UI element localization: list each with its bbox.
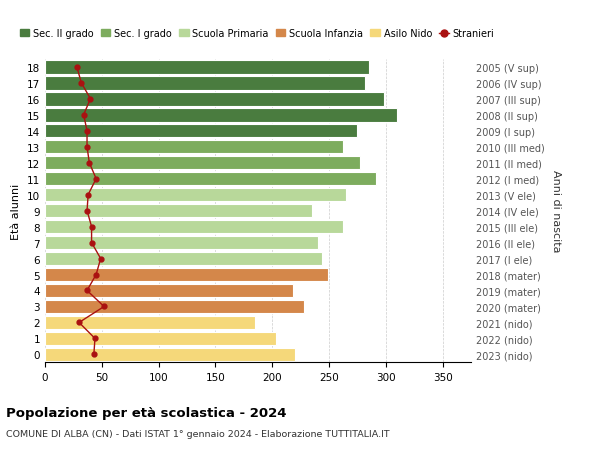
- Y-axis label: Anni di nascita: Anni di nascita: [551, 170, 561, 252]
- Bar: [45, 204, 312, 218]
- Bar: [45, 268, 328, 282]
- Bar: [45, 61, 369, 74]
- Bar: [45, 300, 304, 313]
- Bar: [45, 252, 322, 266]
- Bar: [45, 157, 359, 170]
- Bar: [45, 188, 346, 202]
- Bar: [45, 284, 293, 297]
- Bar: [45, 125, 358, 138]
- Bar: [45, 140, 343, 154]
- Y-axis label: Età alunni: Età alunni: [11, 183, 22, 239]
- Bar: [45, 348, 295, 361]
- Bar: [45, 236, 317, 250]
- Bar: [45, 220, 343, 234]
- Bar: [45, 93, 383, 106]
- Text: COMUNE DI ALBA (CN) - Dati ISTAT 1° gennaio 2024 - Elaborazione TUTTITALIA.IT: COMUNE DI ALBA (CN) - Dati ISTAT 1° genn…: [6, 429, 389, 438]
- Text: Popolazione per età scolastica - 2024: Popolazione per età scolastica - 2024: [6, 406, 287, 419]
- Bar: [45, 332, 275, 346]
- Bar: [45, 77, 365, 90]
- Bar: [45, 109, 397, 122]
- Legend: Sec. II grado, Sec. I grado, Scuola Primaria, Scuola Infanzia, Asilo Nido, Stran: Sec. II grado, Sec. I grado, Scuola Prim…: [16, 25, 498, 43]
- Bar: [45, 173, 376, 186]
- Bar: [45, 316, 255, 330]
